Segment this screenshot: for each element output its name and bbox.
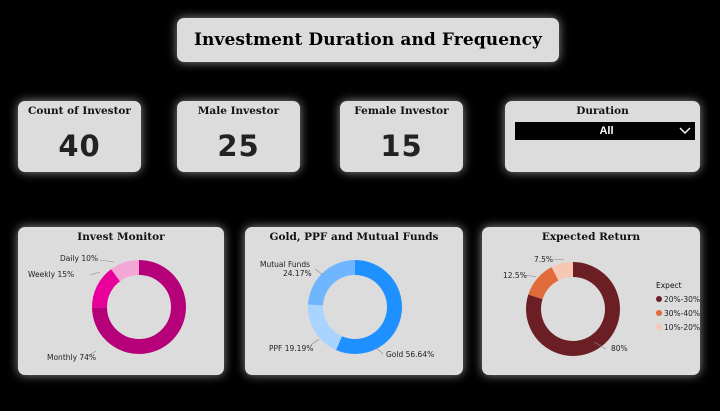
legend-item-20-30[interactable]: 20%-30%	[664, 295, 700, 304]
label-20-30: 80%	[611, 344, 628, 353]
count-of-investor-label: Count of Investor	[18, 105, 141, 117]
duration-slicer: Duration All	[505, 101, 700, 172]
male-investor-card[interactable]: Male Investor 25	[177, 101, 300, 172]
legend-dot-20-30	[656, 296, 662, 302]
label-monthly: Monthly 74%	[47, 353, 96, 362]
gold-ppf-mf-chart: Mutual Funds 24.17% PPF 19.19% Gold 56.6…	[245, 227, 463, 375]
chevron-down-icon	[679, 126, 691, 136]
gold-ppf-mutual-funds-panel: Gold, PPF and Mutual Funds Mutual Funds …	[245, 227, 463, 375]
female-investor-label: Female Investor	[340, 105, 463, 117]
slice-daily[interactable]	[116, 268, 139, 276]
legend-dot-10-20	[656, 324, 662, 330]
legend-item-30-40[interactable]: 30%-40%	[664, 309, 700, 318]
label-mutual-funds: Mutual Funds	[260, 260, 310, 269]
legend-dot-30-40	[656, 310, 662, 316]
label-30-40: 12.5%	[503, 271, 527, 280]
female-investor-card[interactable]: Female Investor 15	[340, 101, 463, 172]
dashboard-title-card: Investment Duration and Frequency	[177, 18, 559, 62]
slice-30-40[interactable]	[535, 274, 555, 297]
duration-dropdown-value: All	[599, 125, 613, 137]
legend-item-10-20[interactable]: 10%-20%	[664, 323, 700, 332]
duration-dropdown[interactable]: All	[515, 122, 695, 140]
male-investor-value: 25	[177, 129, 300, 163]
invest-monitor-chart: Daily 10% Weekly 15% Monthly 74%	[18, 227, 224, 375]
count-of-investor-value: 40	[18, 129, 141, 163]
expected-return-chart: 7.5% 12.5% 80% Expect 20%-30% 30%-40% 10…	[482, 227, 700, 375]
label-ppf: PPF 19.19%	[269, 344, 313, 353]
dashboard-title: Investment Duration and Frequency	[194, 30, 542, 50]
label-gold: Gold 56.64%	[386, 350, 434, 359]
slice-ppf[interactable]	[316, 305, 339, 343]
legend-title: Expect	[656, 281, 682, 290]
slice-weekly[interactable]	[100, 275, 116, 307]
female-investor-value: 15	[340, 129, 463, 163]
expected-return-panel: Expected Return 7.5% 12.5% 80% Expect 20…	[482, 227, 700, 375]
slice-gold[interactable]	[339, 268, 395, 347]
label-10-20: 7.5%	[534, 255, 553, 264]
label-mutual-funds-value: 24.17%	[283, 269, 312, 278]
slice-mutual-funds[interactable]	[316, 268, 355, 305]
label-daily: Daily 10%	[60, 254, 98, 263]
male-investor-label: Male Investor	[177, 105, 300, 117]
duration-slicer-label: Duration	[505, 105, 700, 117]
slice-10-20[interactable]	[555, 270, 573, 274]
count-of-investor-card[interactable]: Count of Investor 40	[18, 101, 141, 172]
label-weekly: Weekly 15%	[28, 270, 74, 279]
invest-monitor-panel: Invest Monitor Daily 10% Weekly 15% Mont…	[18, 227, 224, 375]
